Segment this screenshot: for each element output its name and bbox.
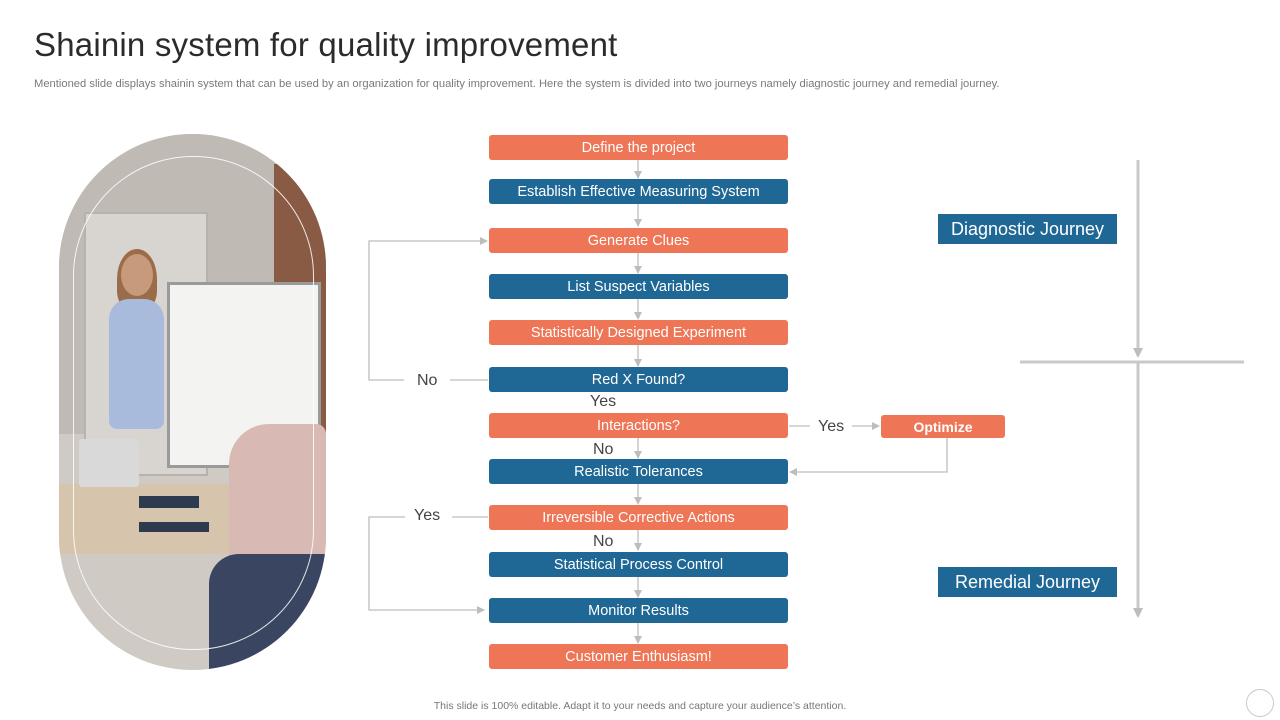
- label-yes-interactions: Yes: [818, 418, 845, 435]
- step-monitor-results: Monitor Results: [489, 598, 788, 623]
- label-no-interactions: No: [593, 441, 614, 458]
- step-irreversible-actions: Irreversible Corrective Actions: [489, 505, 788, 530]
- page-subtitle: Mentioned slide displays shainin system …: [34, 78, 1000, 90]
- step-suspect-variables: List Suspect Variables: [489, 274, 788, 299]
- footer-note: This slide is 100% editable. Adapt it to…: [433, 700, 847, 712]
- step-define-project: Define the project: [489, 135, 788, 160]
- label-yes-loop: Yes: [414, 507, 441, 524]
- page-title: Shainin system for quality improvement: [34, 26, 618, 63]
- label-yes-red-x: Yes: [590, 393, 617, 410]
- label-no-loop: No: [417, 372, 438, 389]
- label-no-irreversible: No: [593, 533, 614, 550]
- step-designed-experiment: Statistically Designed Experiment: [489, 320, 788, 345]
- decision-interactions: Interactions?: [489, 413, 788, 438]
- step-generate-clues: Generate Clues: [489, 228, 788, 253]
- corner-circle-icon: [1246, 689, 1274, 717]
- decision-red-x-found: Red X Found?: [489, 367, 788, 392]
- remedial-journey-label: Remedial Journey: [938, 567, 1117, 597]
- optimize-box: Optimize: [881, 415, 1005, 438]
- meeting-photo: [59, 134, 326, 670]
- step-realistic-tolerances: Realistic Tolerances: [489, 459, 788, 484]
- diagnostic-journey-label: Diagnostic Journey: [938, 214, 1117, 244]
- step-measuring-system: Establish Effective Measuring System: [489, 179, 788, 204]
- step-process-control: Statistical Process Control: [489, 552, 788, 577]
- step-customer-enthusiasm: Customer Enthusiasm!: [489, 644, 788, 669]
